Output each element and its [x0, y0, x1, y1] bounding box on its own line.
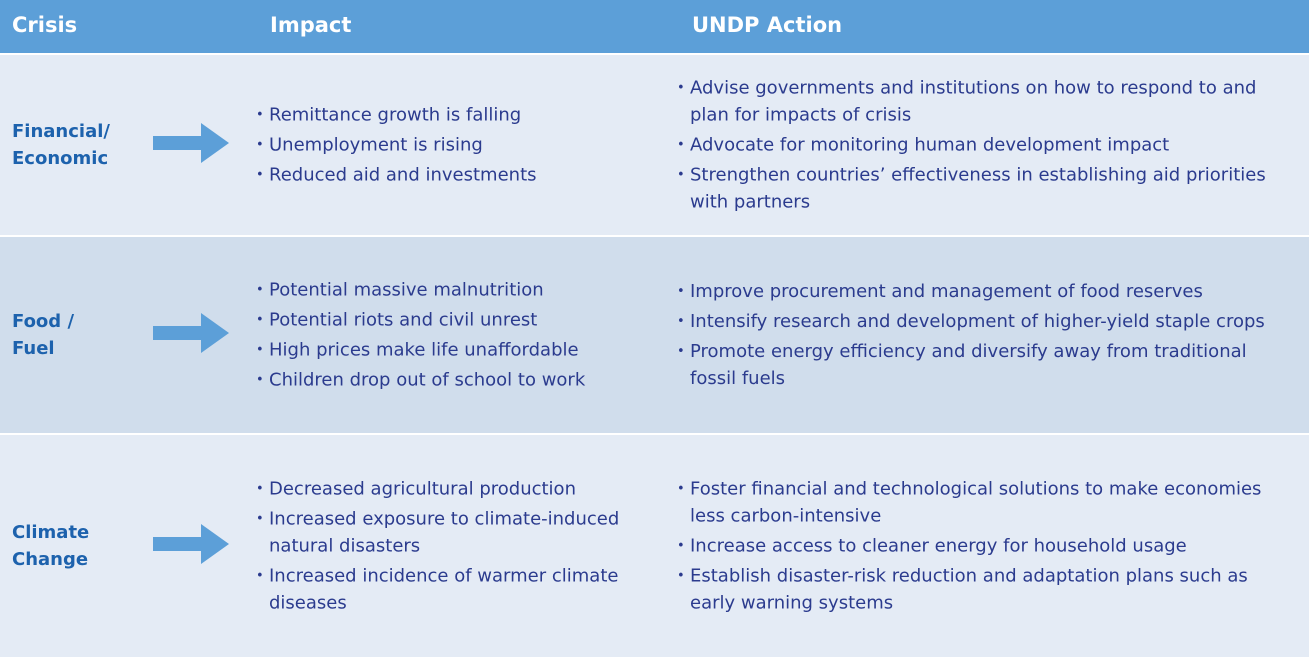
arrow	[153, 311, 231, 359]
header-cell: Crisis	[12, 13, 78, 37]
action-list: Advise governments and institutions on h…	[677, 72, 1292, 219]
crisis-label: Food / Fuel	[12, 311, 75, 359]
impact-list: Remittance growth is falling Unemployment…	[256, 99, 641, 192]
action-item: Establish disaster-risk reduction and ad…	[677, 563, 1292, 617]
header-bar: Crisis Impact UNDP Action	[0, 0, 1309, 53]
action-item: Promote energy efficiency and diversify …	[677, 338, 1292, 392]
action-item: Intensify research and development of hi…	[677, 308, 1292, 335]
action-item: Increase access to cleaner energy for ho…	[677, 533, 1292, 560]
header-cell: UNDP Action	[692, 13, 843, 37]
action-item: Advise governments and institutions on h…	[677, 75, 1292, 129]
impact-item: High prices make life unaffordable	[256, 337, 641, 364]
impact-item: Children drop out of school to work	[256, 367, 641, 394]
impact-item: Decreased agricultural production	[256, 476, 641, 503]
impact-list: Potential massive malnutrition Potential …	[256, 274, 641, 397]
impact-item: Remittance growth is falling	[256, 102, 641, 129]
header-cell: Impact	[270, 13, 352, 37]
impact-list: Decreased agricultural production Increas…	[256, 473, 641, 620]
table-row: Food / Fuel Potential massive malnutritio…	[0, 237, 1309, 433]
impact-item: Reduced aid and investments	[256, 162, 641, 189]
crisis-label: Financial/ Economic	[12, 121, 110, 169]
action-list: Improve procurement and management of fo…	[677, 275, 1292, 395]
action-item: Foster financial and technological solut…	[677, 476, 1292, 530]
impact-item: Potential riots and civil unrest	[256, 307, 641, 334]
action-list: Foster financial and technological solut…	[677, 473, 1292, 620]
impact-item: Increased exposure to climate-induced na…	[256, 506, 641, 560]
action-item: Advocate for monitoring human developmen…	[677, 132, 1292, 159]
table-row: Financial/ Economic Remittance growth is …	[0, 55, 1309, 235]
arrow	[153, 121, 231, 169]
action-item: Improve procurement and management of fo…	[677, 278, 1292, 305]
table-row: Climate Change Decreased agricultural pro…	[0, 435, 1309, 657]
impact-item: Potential massive malnutrition	[256, 277, 641, 304]
action-item: Strengthen countries’ effectiveness in e…	[677, 162, 1292, 216]
impact-item: Unemployment is rising	[256, 132, 641, 159]
crisis-label: Climate Change	[12, 522, 90, 570]
impact-item: Increased incidence of warmer climate di…	[256, 563, 641, 617]
arrow	[153, 522, 231, 570]
